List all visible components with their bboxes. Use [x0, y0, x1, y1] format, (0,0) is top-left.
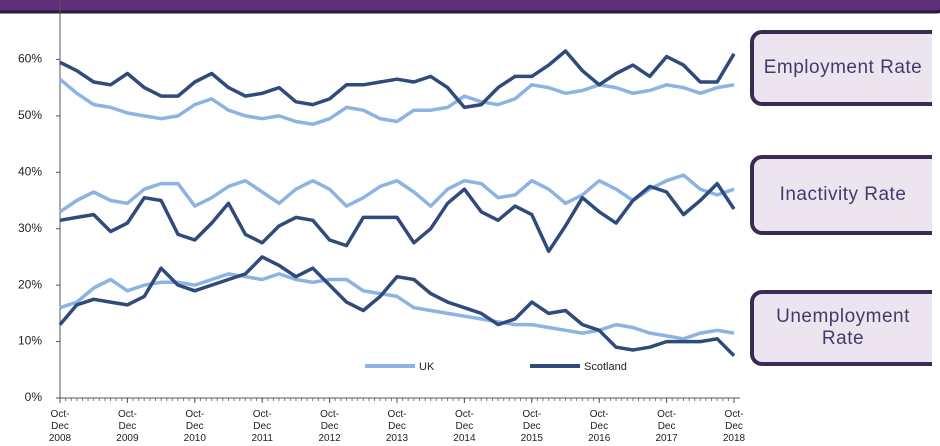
annotation-box: Unemployment Rate — [750, 290, 932, 366]
x-tick-label: Oct-Dec 2008 — [49, 409, 72, 444]
line — [59, 272, 735, 341]
x-tick-label: Oct-Dec 2013 — [386, 409, 409, 444]
x-tick-label: Oct-Dec 2012 — [318, 409, 341, 444]
x-tick-label: Oct-Dec 2018 — [723, 409, 746, 444]
header-bar — [0, 0, 940, 14]
y-tick-label: 20% — [18, 277, 42, 291]
x-tick-label: Oct-Dec 2015 — [521, 409, 544, 444]
y-tick-label: 30% — [18, 221, 42, 235]
annotation-box: Employment Rate — [750, 30, 932, 106]
x-tick-label: Oct-Dec 2014 — [453, 409, 476, 444]
y-tick-label: 60% — [18, 52, 42, 66]
y-tick-label: 10% — [18, 334, 42, 348]
line — [59, 173, 735, 214]
y-tick-label: 0% — [25, 390, 43, 404]
line — [59, 49, 736, 110]
line — [58, 77, 735, 127]
line — [59, 181, 736, 254]
x-tick-label: Oct-Dec 2010 — [184, 409, 207, 444]
y-tick-label: 50% — [18, 108, 42, 122]
line — [58, 255, 736, 357]
y-tick-label: 40% — [18, 164, 42, 178]
x-tick-label: Oct-Dec 2009 — [116, 409, 139, 444]
x-tick-label: Oct-Dec 2017 — [655, 409, 678, 444]
x-tick-label: Oct-Dec 2016 — [588, 409, 611, 444]
legend-label: Scotland — [584, 361, 627, 373]
legend-label: UK — [419, 361, 435, 373]
annotation-box: Inactivity Rate — [750, 155, 932, 235]
x-tick-label: Oct-Dec 2011 — [251, 409, 273, 444]
